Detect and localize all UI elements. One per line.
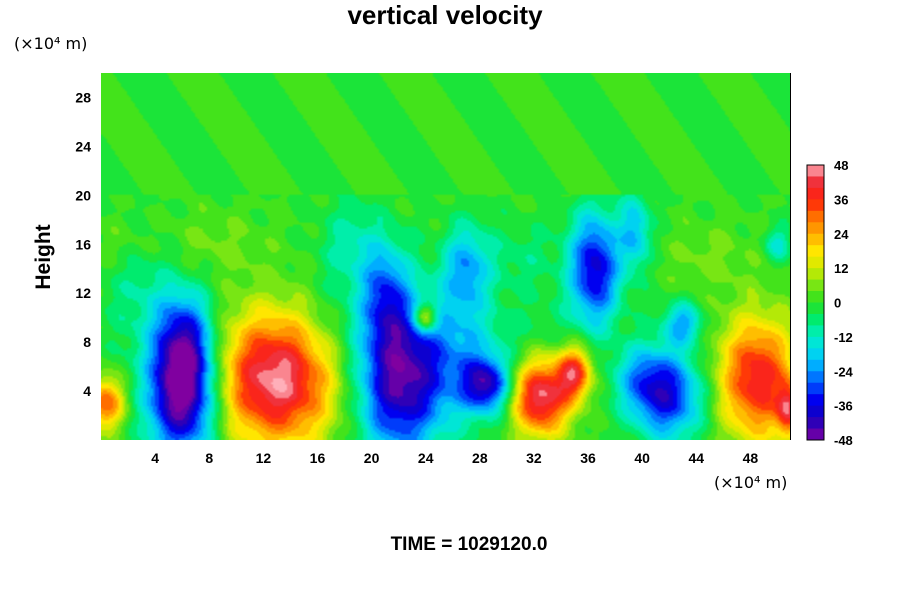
colorbar-tick-label: -36	[834, 399, 853, 414]
colorbar-tick-labels: 48 36 24 12 0 -12 -24 -36 -48	[834, 158, 854, 448]
y-tick-label: 20	[75, 187, 91, 203]
colorbar-segment	[807, 382, 824, 395]
y-tick-label: 12	[75, 285, 91, 301]
colorbar-segment	[807, 233, 824, 246]
y-tick-label: 16	[75, 236, 91, 252]
colorbar-segment	[807, 165, 824, 177]
colorbar-segment	[807, 394, 824, 407]
y-axis-label: Height	[32, 224, 55, 289]
colorbar-segment	[807, 256, 824, 269]
x-tick-labels: 4 8 12 16 20 24 28 32 36 40 44 48	[151, 450, 758, 466]
colorbar-segment	[807, 222, 824, 235]
x-tick-label: 24	[418, 450, 434, 466]
y-tick-label: 28	[75, 89, 91, 105]
colorbar-tick-label: -12	[834, 330, 853, 345]
colorbar-tick-label: 12	[834, 261, 848, 276]
x-axis-unit: (×10⁴ m)	[714, 473, 787, 492]
time-label: TIME = 1029120.0	[391, 534, 548, 555]
colorbar-tick-label: 0	[834, 296, 841, 311]
velocity-field	[101, 73, 791, 440]
y-tick-labels: 4 8 12 16 20 24 28	[75, 89, 91, 399]
chart-title: vertical velocity	[347, 0, 543, 30]
colorbar-tick-label: 24	[834, 227, 849, 242]
y-tick-label: 8	[83, 334, 91, 350]
colorbar-segment	[807, 302, 824, 315]
colorbar-segment	[807, 187, 824, 200]
colorbar-segment	[807, 428, 824, 441]
colorbar-segment	[807, 176, 824, 189]
colorbar-segment	[807, 348, 824, 361]
x-tick-label: 16	[310, 450, 326, 466]
x-tick-label: 12	[256, 450, 272, 466]
colorbar-segment	[807, 405, 824, 418]
x-tick-label: 48	[743, 450, 759, 466]
x-tick-label: 40	[634, 450, 650, 466]
colorbar-segment	[807, 336, 824, 349]
colorbar-frame	[806, 164, 825, 441]
x-tick-label: 8	[205, 450, 213, 466]
colorbar-segment	[807, 313, 824, 326]
x-tick-label: 20	[364, 450, 380, 466]
colorbar-segment	[807, 291, 824, 303]
colorbar-segment	[807, 268, 824, 281]
colorbar-segment	[807, 279, 824, 292]
colorbar-segment	[807, 359, 824, 372]
colorbar-segment	[807, 325, 824, 338]
colorbar-segment	[807, 371, 824, 384]
colorbar-tick-label: -24	[834, 364, 854, 379]
colorbar-tick-label: 36	[834, 192, 848, 207]
colorbar-segment	[807, 245, 824, 258]
x-tick-label: 32	[526, 450, 542, 466]
colorbar-segment	[807, 199, 824, 212]
x-tick-label: 4	[151, 450, 159, 466]
colorbar	[806, 164, 825, 441]
colorbar-tick-label: 48	[834, 158, 848, 173]
x-tick-label: 44	[689, 450, 705, 466]
x-tick-label: 36	[580, 450, 596, 466]
y-axis-unit: (×10⁴ m)	[14, 34, 87, 53]
plot-area	[101, 73, 791, 440]
colorbar-segment	[807, 210, 824, 223]
y-tick-label: 4	[83, 383, 91, 399]
y-tick-label: 24	[75, 138, 91, 154]
colorbar-tick-label: -48	[834, 433, 853, 448]
x-tick-label: 28	[472, 450, 488, 466]
colorbar-segment	[807, 417, 824, 430]
